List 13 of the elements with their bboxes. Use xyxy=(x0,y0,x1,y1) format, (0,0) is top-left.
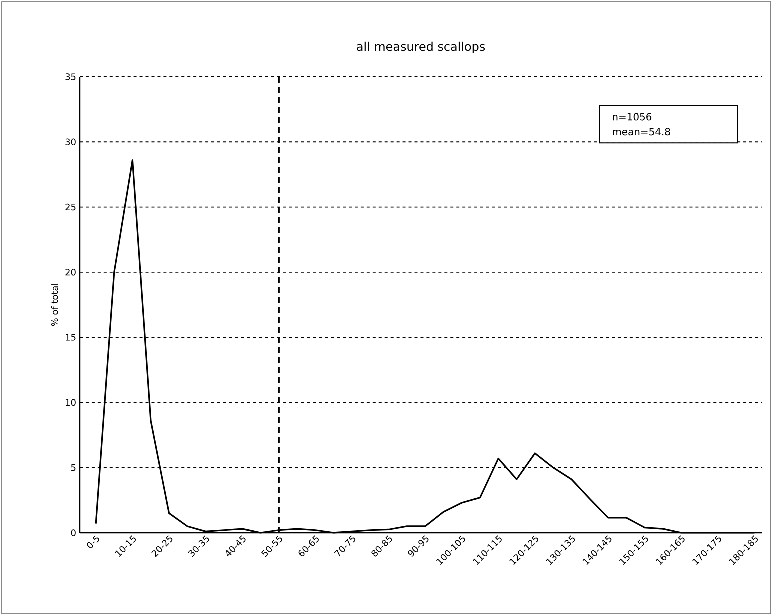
y-tick-label: 30 xyxy=(66,138,76,146)
annotation: n=1056 xyxy=(613,113,652,121)
y-tick-label: 25 xyxy=(66,204,76,211)
y-tick-label: 15 xyxy=(66,334,76,341)
x-tick-label: 0-5 xyxy=(87,536,100,548)
y-tick-label: 5 xyxy=(71,464,76,472)
y-tick-label: 20 xyxy=(66,269,76,276)
y-tick-label: 35 xyxy=(66,74,76,80)
y-tick-label: 10 xyxy=(66,399,76,406)
chart-title: all measured scallops xyxy=(357,42,486,54)
annotation: mean=54.8 xyxy=(613,128,670,136)
y-axis-title: % of total xyxy=(51,284,58,326)
y-tick-label: 0 xyxy=(71,530,76,536)
